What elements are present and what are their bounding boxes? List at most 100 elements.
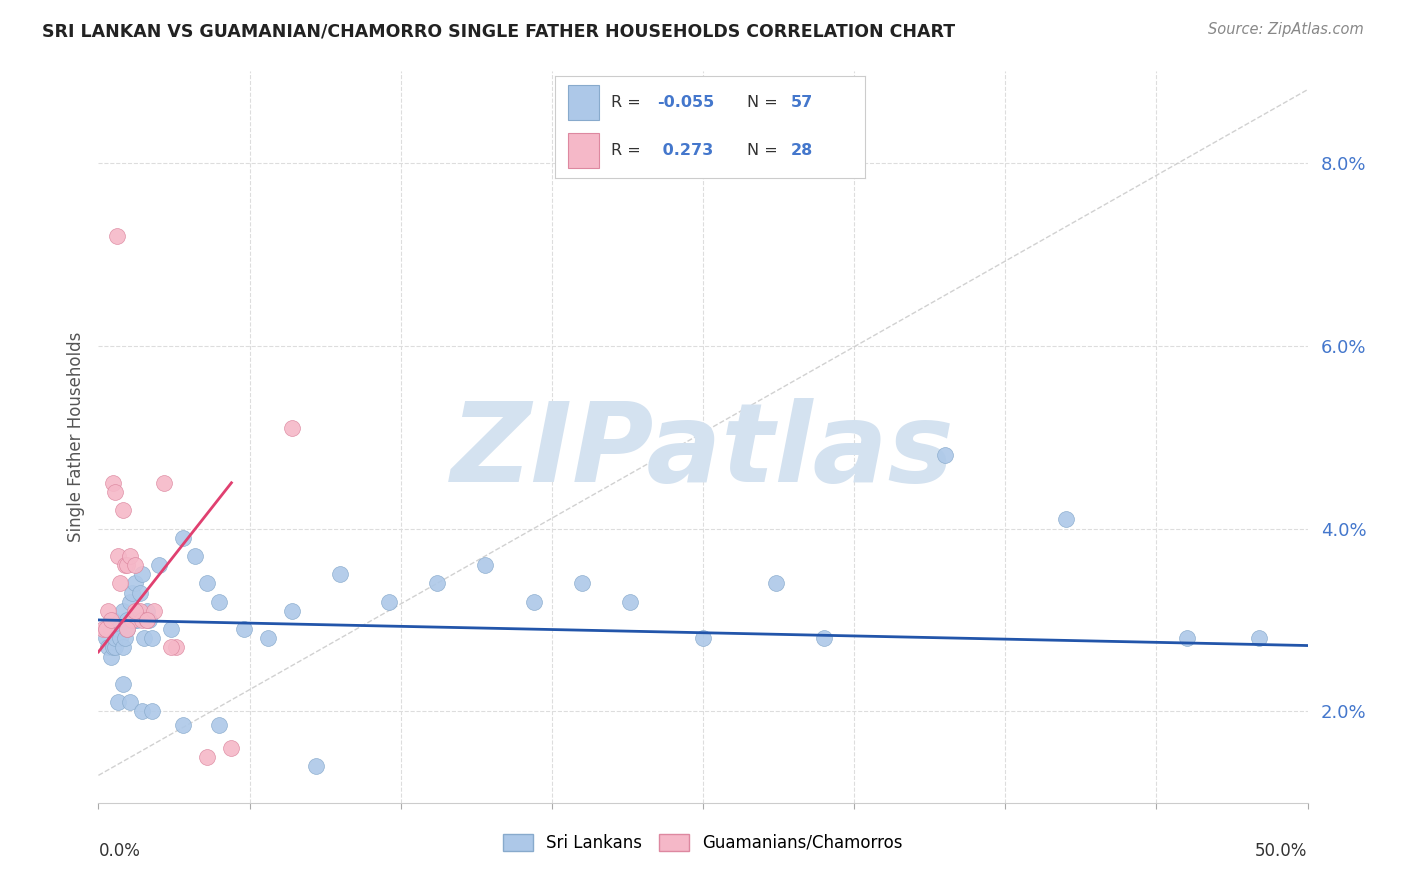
Point [111,677,134,691]
Point [97,640,120,655]
Point [117,622,139,636]
Point [108,576,131,591]
Point [160,640,183,655]
Point [141,705,163,719]
Point [100,622,122,636]
Point [97,604,120,618]
Point [101,613,124,627]
Point [94,622,117,636]
Point [195,576,218,591]
Point [131,567,153,582]
Point [118,549,141,563]
FancyBboxPatch shape [568,85,599,120]
Point [121,585,143,599]
Point [124,576,146,591]
Text: 0.273: 0.273 [658,144,714,158]
Point [138,613,160,627]
Point [329,567,352,582]
Point [107,695,129,709]
Point [108,632,131,646]
Point [134,632,156,646]
Point [124,613,146,627]
Point [127,604,149,618]
Point [111,604,134,618]
Point [100,613,122,627]
Point [141,632,163,646]
Point [523,594,546,608]
Point [118,695,141,709]
Point [127,613,149,627]
Text: Source: ZipAtlas.com: Source: ZipAtlas.com [1208,22,1364,37]
Text: SRI LANKAN VS GUAMANIAN/CHAMORRO SINGLE FATHER HOUSEHOLDS CORRELATION CHART: SRI LANKAN VS GUAMANIAN/CHAMORRO SINGLE … [42,22,955,40]
Point [121,613,143,627]
Point [1054,512,1077,526]
Point [165,640,187,655]
Point [221,740,243,755]
FancyBboxPatch shape [568,133,599,168]
Point [135,604,157,618]
Point [195,750,218,764]
Point [152,475,174,490]
Point [232,622,254,636]
Point [101,640,124,655]
Point [305,759,328,773]
Point [172,531,194,545]
Point [111,640,134,655]
Point [117,558,139,573]
Point [426,576,449,591]
Point [118,594,141,608]
Text: 50.0%: 50.0% [1256,842,1308,860]
Point [184,549,207,563]
Text: 28: 28 [790,144,813,158]
Point [692,632,714,646]
Point [94,632,117,646]
Point [148,558,170,573]
Point [91,622,114,636]
Text: N =: N = [747,95,783,110]
Point [128,604,150,618]
Point [571,576,593,591]
Point [114,558,136,573]
Point [281,604,304,618]
Point [377,594,399,608]
Point [124,558,146,573]
Point [619,594,641,608]
Point [1175,632,1198,646]
Legend: Sri Lankans, Guamanians/Chamorros: Sri Lankans, Guamanians/Chamorros [495,825,911,860]
Point [135,613,157,627]
Point [104,484,127,499]
Text: R =: R = [612,95,645,110]
Text: 57: 57 [790,95,813,110]
Text: -0.055: -0.055 [658,95,714,110]
Point [104,640,127,655]
Point [1249,632,1271,646]
Point [131,613,153,627]
Point [143,604,166,618]
Point [934,448,956,462]
Point [107,622,129,636]
Point [117,622,139,636]
Point [172,718,194,732]
Point [160,622,183,636]
Point [111,503,134,517]
Point [208,718,231,732]
Point [114,632,136,646]
Point [100,649,122,664]
Point [256,632,278,646]
Point [124,604,146,618]
Text: 0.0%: 0.0% [98,842,141,860]
Text: ZIPatlas: ZIPatlas [451,398,955,505]
Point [128,585,150,599]
Y-axis label: Single Father Households: Single Father Households [66,332,84,542]
Point [281,421,304,435]
Point [135,613,157,627]
Point [104,632,127,646]
Point [117,613,139,627]
Point [813,632,835,646]
Point [101,475,124,490]
Point [131,705,153,719]
Point [105,228,128,243]
Point [208,594,231,608]
Point [107,549,129,563]
Text: N =: N = [747,144,783,158]
